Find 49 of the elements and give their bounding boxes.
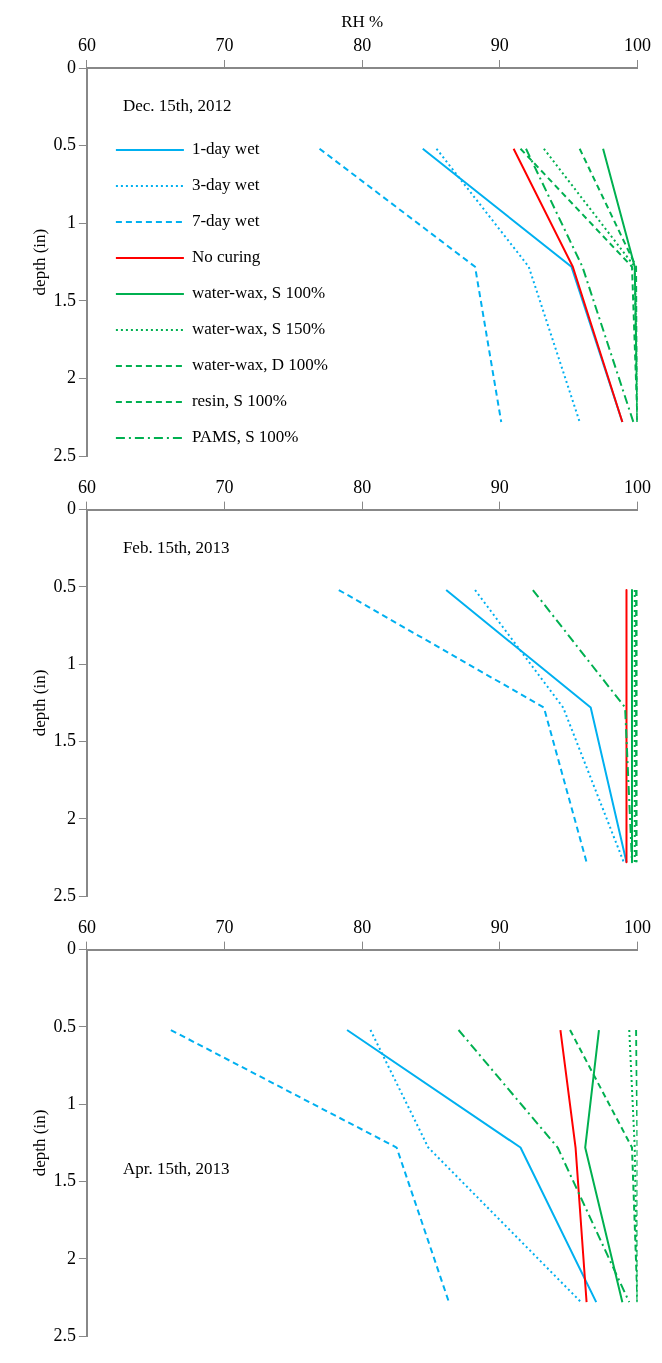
x-axis-title: RH % — [341, 11, 384, 31]
legend-label: water-wax, D 100% — [191, 355, 328, 375]
y-tick-label: 2.5 — [53, 1324, 76, 1345]
x-tick-label: 70 — [215, 34, 234, 55]
y-tick-label: 1 — [66, 1092, 76, 1113]
y-tick-label: 0 — [66, 56, 76, 77]
x-tick-label: 100 — [624, 34, 651, 55]
y-tick-label: 1 — [66, 212, 76, 233]
y-tick-label: 1.5 — [53, 289, 76, 310]
y-tick-label: 2 — [66, 807, 76, 828]
legend-label: 3-day wet — [191, 175, 260, 195]
y-axis-title: depth (in) — [29, 669, 49, 737]
y-tick-label: 1 — [66, 652, 76, 673]
legend-label: resin, S 100% — [191, 391, 287, 411]
legend-label: 7-day wet — [191, 211, 260, 231]
y-tick-label: 0.5 — [53, 575, 76, 596]
x-tick-label: 90 — [490, 916, 509, 937]
y-tick-label: 0 — [66, 938, 76, 959]
x-tick-label: 90 — [490, 34, 509, 55]
y-tick-label: 2.5 — [53, 884, 76, 905]
annotation: Apr. 15th, 2013 — [122, 1159, 230, 1179]
legend-label: 1-day wet — [191, 139, 260, 159]
y-tick-label: 0.5 — [53, 134, 76, 155]
annotation: Dec. 15th, 2012 — [122, 96, 232, 116]
y-tick-label: 0.5 — [53, 1015, 76, 1036]
legend-label: water-wax, S 100% — [191, 283, 326, 303]
x-tick-label: 100 — [624, 916, 651, 937]
x-tick-label: 80 — [353, 34, 372, 55]
x-tick-label: 60 — [77, 476, 96, 497]
y-tick-label: 2 — [66, 1247, 76, 1268]
x-tick-label: 60 — [77, 916, 96, 937]
y-tick-label: 1.5 — [53, 730, 76, 751]
x-tick-label: 60 — [77, 34, 96, 55]
x-tick-label: 100 — [624, 476, 651, 497]
y-tick-label: 2 — [66, 367, 76, 388]
x-tick-label: 70 — [215, 916, 234, 937]
y-tick-label: 0 — [66, 498, 76, 519]
x-tick-label: 70 — [215, 476, 234, 497]
x-tick-label: 90 — [490, 476, 509, 497]
legend-label: water-wax, S 150% — [191, 319, 326, 339]
y-tick-label: 1.5 — [53, 1170, 76, 1191]
y-tick-label: 2.5 — [53, 444, 76, 465]
annotation: Feb. 15th, 2013 — [122, 537, 230, 557]
legend-label: No curing — [191, 247, 261, 267]
x-tick-label: 80 — [353, 476, 372, 497]
legend-label: PAMS, S 100% — [191, 427, 299, 447]
y-axis-title: depth (in) — [29, 1109, 49, 1177]
y-axis-title: depth (in) — [29, 228, 49, 296]
x-tick-label: 80 — [353, 916, 372, 937]
